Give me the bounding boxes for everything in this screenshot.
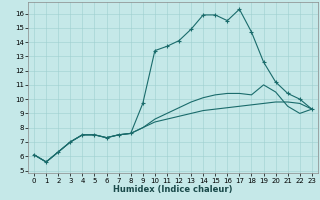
X-axis label: Humidex (Indice chaleur): Humidex (Indice chaleur) [113, 185, 233, 194]
